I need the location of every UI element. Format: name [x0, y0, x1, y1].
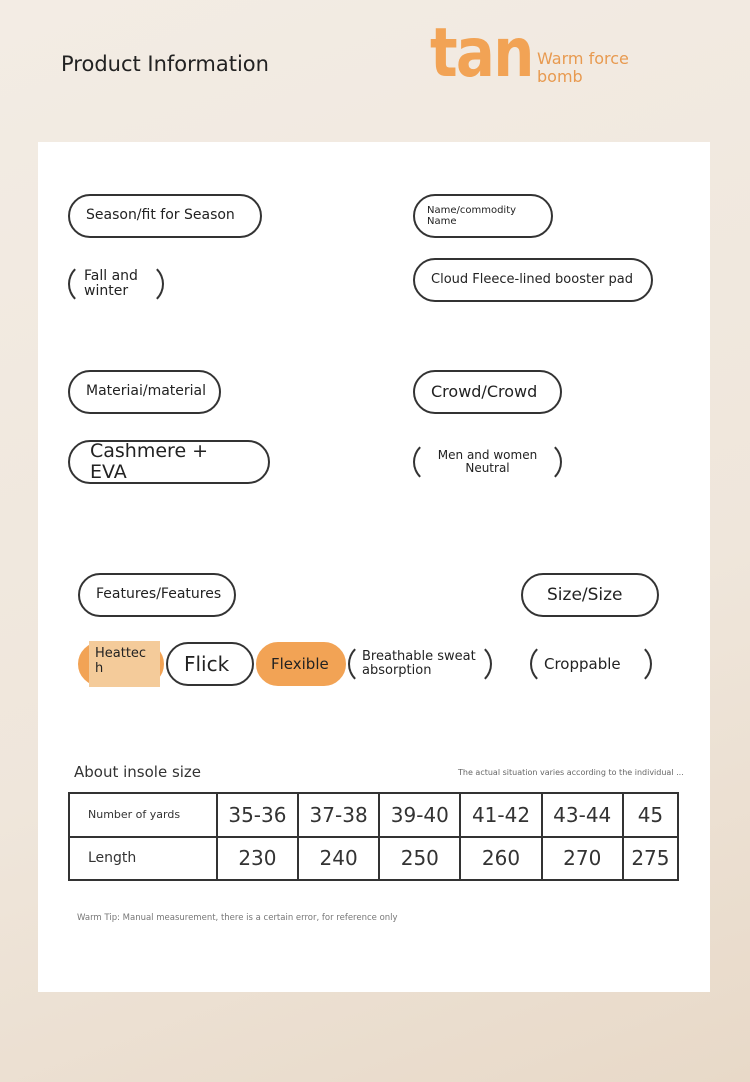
- feature-heattech-label: Heattec h: [89, 641, 160, 687]
- material-value: Cashmere + EVA: [68, 440, 270, 484]
- length-cell: 250: [378, 835, 462, 881]
- size-cell: 35-36: [215, 792, 300, 838]
- slogan-line: bomb: [537, 67, 583, 86]
- feature-breathable: Breathable sweat absorption: [348, 642, 492, 686]
- crowd-value: Men and women Neutral: [413, 440, 562, 484]
- length-cell: 240: [297, 835, 381, 881]
- size-cell: 41-42: [459, 792, 543, 838]
- name-value: Cloud Fleece-lined booster pad: [413, 258, 653, 302]
- season-value: Fall and winter: [68, 262, 164, 306]
- crowd-label: Crowd/Crowd: [413, 370, 562, 414]
- size-table: Number of yards 35-36 37-38 39-40 41-42 …: [68, 792, 680, 881]
- slogan-line: Warm force: [537, 49, 629, 68]
- page-title: Product Information: [61, 52, 269, 76]
- size-table-note: The actual situation varies according to…: [458, 768, 684, 777]
- name-label: Name/commodity Name: [413, 194, 553, 238]
- length-cell: 275: [621, 835, 680, 881]
- brand-slogan: Warm force bomb: [537, 50, 629, 86]
- table-row: Number of yards 35-36 37-38 39-40 41-42 …: [68, 792, 680, 838]
- feature-flexible: Flexible: [256, 642, 346, 686]
- table-row: Length 230 240 250 260 270 275: [68, 835, 680, 881]
- brand-logo: tan: [430, 14, 534, 93]
- size-cell: 45: [621, 792, 680, 838]
- season-label: Season/fit for Season: [68, 194, 262, 238]
- warm-tip: Warm Tip: Manual measurement, there is a…: [77, 913, 398, 923]
- row-header: Number of yards: [68, 792, 218, 838]
- material-label: Materiai/material: [68, 370, 221, 414]
- size-cell: 43-44: [540, 792, 624, 838]
- row-header: Length: [68, 835, 218, 881]
- feature-flick: Flick: [166, 642, 254, 686]
- size-table-title: About insole size: [74, 763, 202, 781]
- length-cell: 260: [459, 835, 543, 881]
- length-cell: 270: [540, 835, 624, 881]
- size-cell: 39-40: [378, 792, 462, 838]
- size-value: Croppable: [530, 642, 652, 686]
- size-label: Size/Size: [521, 573, 659, 617]
- features-label: Features/Features: [78, 573, 236, 617]
- length-cell: 230: [215, 835, 300, 881]
- size-cell: 37-38: [297, 792, 381, 838]
